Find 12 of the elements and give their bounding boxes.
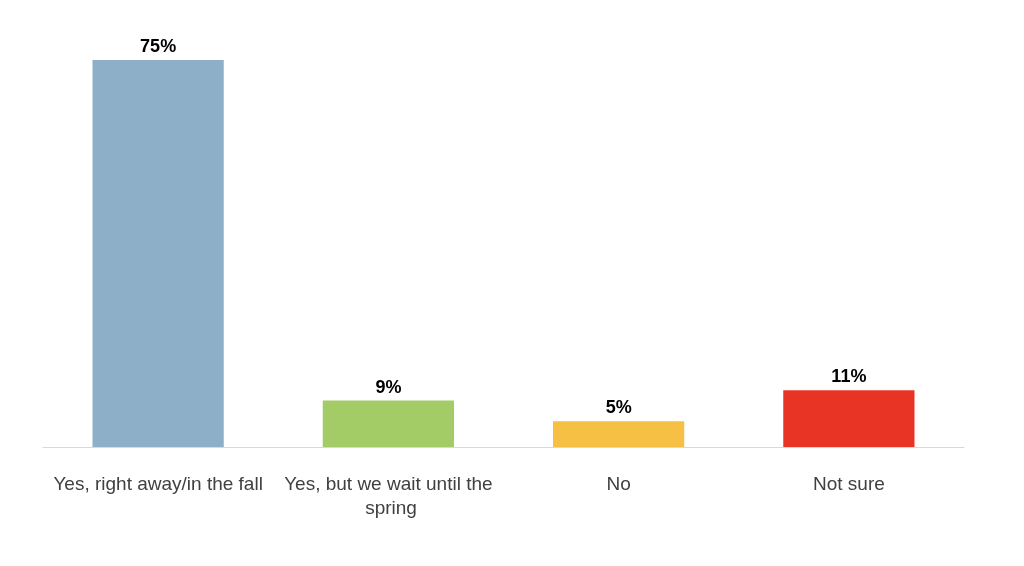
bar <box>322 400 454 447</box>
data-label: 5% <box>605 397 632 418</box>
bar <box>553 421 685 447</box>
bar <box>92 60 224 447</box>
bar <box>783 390 915 447</box>
data-label: 11% <box>831 366 867 387</box>
x-tick-label: Yes, but we wait until the spring <box>284 472 493 518</box>
x-tick-label: Not sure <box>812 472 885 494</box>
data-label: 75% <box>140 36 177 56</box>
x-tick-label: Yes, right away/in the fall <box>53 472 263 494</box>
data-label: 9% <box>375 376 402 397</box>
x-tick-label: No <box>606 472 631 494</box>
